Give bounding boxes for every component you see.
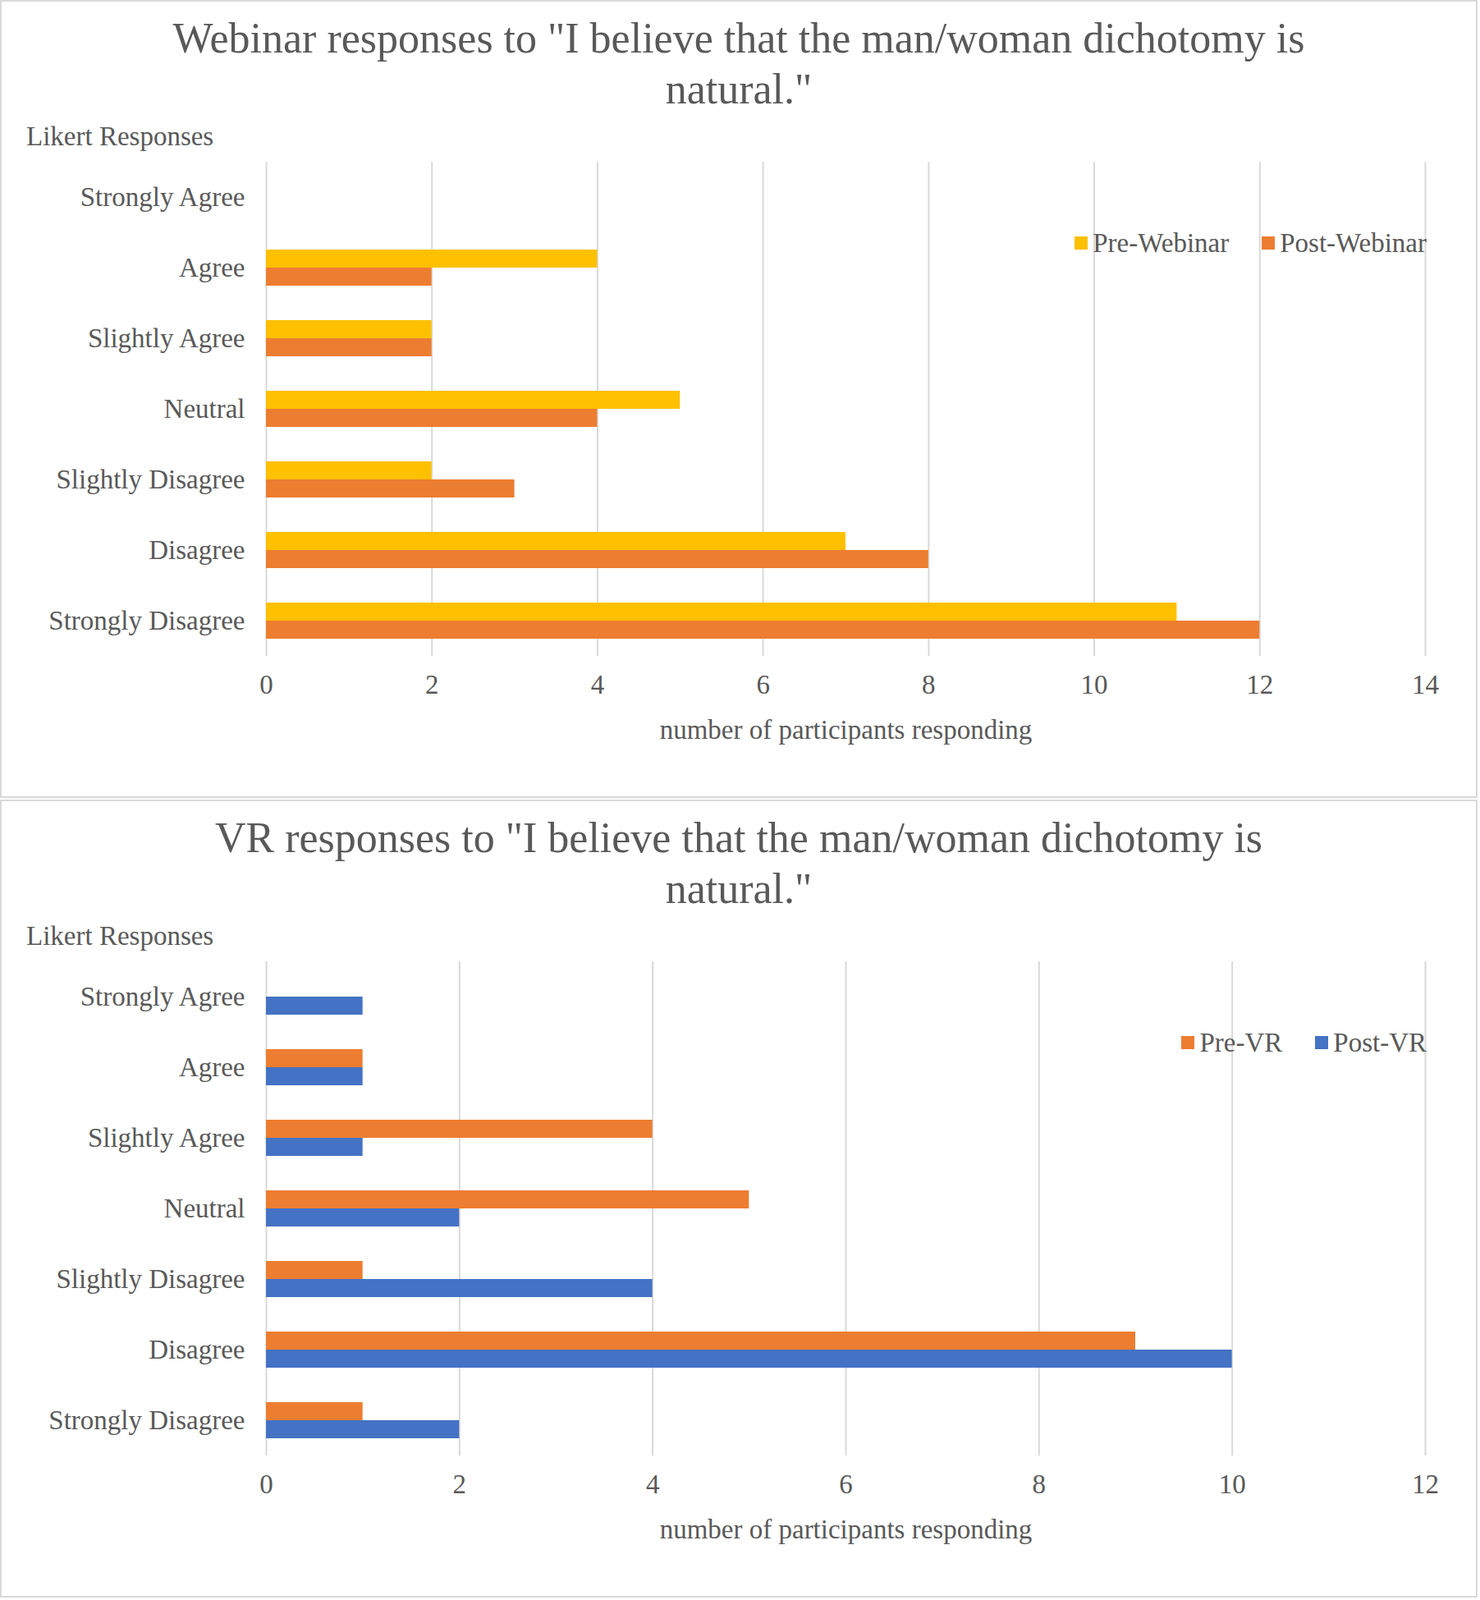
html-text:Webinar responses to "I believ: Webinar responses to "I believe that the…	[172, 14, 1305, 113]
svg-text:Strongly Disagree: Strongly Disagree	[48, 605, 245, 636]
svg-text:2: 2	[425, 669, 440, 700]
svg-text:Slightly Disagree: Slightly Disagree	[55, 1264, 245, 1294]
svg-text:6: 6	[756, 669, 770, 700]
svg-text:10: 10	[1081, 669, 1109, 700]
svg-text:Slightly Agree: Slightly Agree	[87, 323, 246, 353]
html-text:Pre-VR: Pre-VR	[1199, 1027, 1283, 1058]
svg-text:number of participants respond: number of participants responding	[659, 714, 1033, 745]
svg-text:2: 2	[453, 1469, 468, 1499]
svg-text:Agree: Agree	[178, 252, 246, 283]
svg-text:0: 0	[259, 1469, 274, 1499]
svg-text:number of participants respond: number of participants responding	[659, 1514, 1033, 1545]
svg-text:Slightly Disagree: Slightly Disagree	[55, 464, 245, 495]
html-text:Likert Responses: Likert Responses	[26, 920, 214, 951]
svg-text:14: 14	[1411, 669, 1439, 700]
svg-text:Strongly Agree: Strongly Agree	[80, 182, 246, 212]
svg-text:12: 12	[1246, 669, 1274, 700]
html-text:Post-VR: Post-VR	[1333, 1027, 1427, 1058]
svg-text:Neutral: Neutral	[164, 394, 246, 424]
svg-text:8: 8	[1032, 1469, 1047, 1499]
svg-text:Agree: Agree	[178, 1052, 246, 1082]
svg-text:4: 4	[646, 1469, 660, 1499]
html-text:Likert Responses: Likert Responses	[26, 121, 214, 152]
svg-text:Disagree: Disagree	[148, 1334, 245, 1365]
svg-text:Strongly Disagree: Strongly Disagree	[48, 1405, 245, 1435]
svg-text:6: 6	[838, 1469, 853, 1499]
svg-text:10: 10	[1218, 1469, 1247, 1499]
svg-text:4: 4	[591, 669, 605, 700]
svg-text:12: 12	[1411, 1469, 1439, 1499]
svg-text:Neutral: Neutral	[164, 1193, 246, 1224]
svg-text:Disagree: Disagree	[148, 535, 245, 565]
svg-text:8: 8	[921, 669, 936, 700]
html-text:Post-Webinar: Post-Webinar	[1279, 228, 1427, 258]
svg-text:Slightly Agree: Slightly Agree	[87, 1122, 246, 1153]
html-text:VR responses to "I believe tha: VR responses to "I believe that the man/…	[214, 814, 1263, 912]
svg-text:Strongly Agree: Strongly Agree	[80, 981, 246, 1012]
svg-text:0: 0	[259, 669, 274, 700]
html-text:Pre-Webinar: Pre-Webinar	[1092, 228, 1229, 258]
